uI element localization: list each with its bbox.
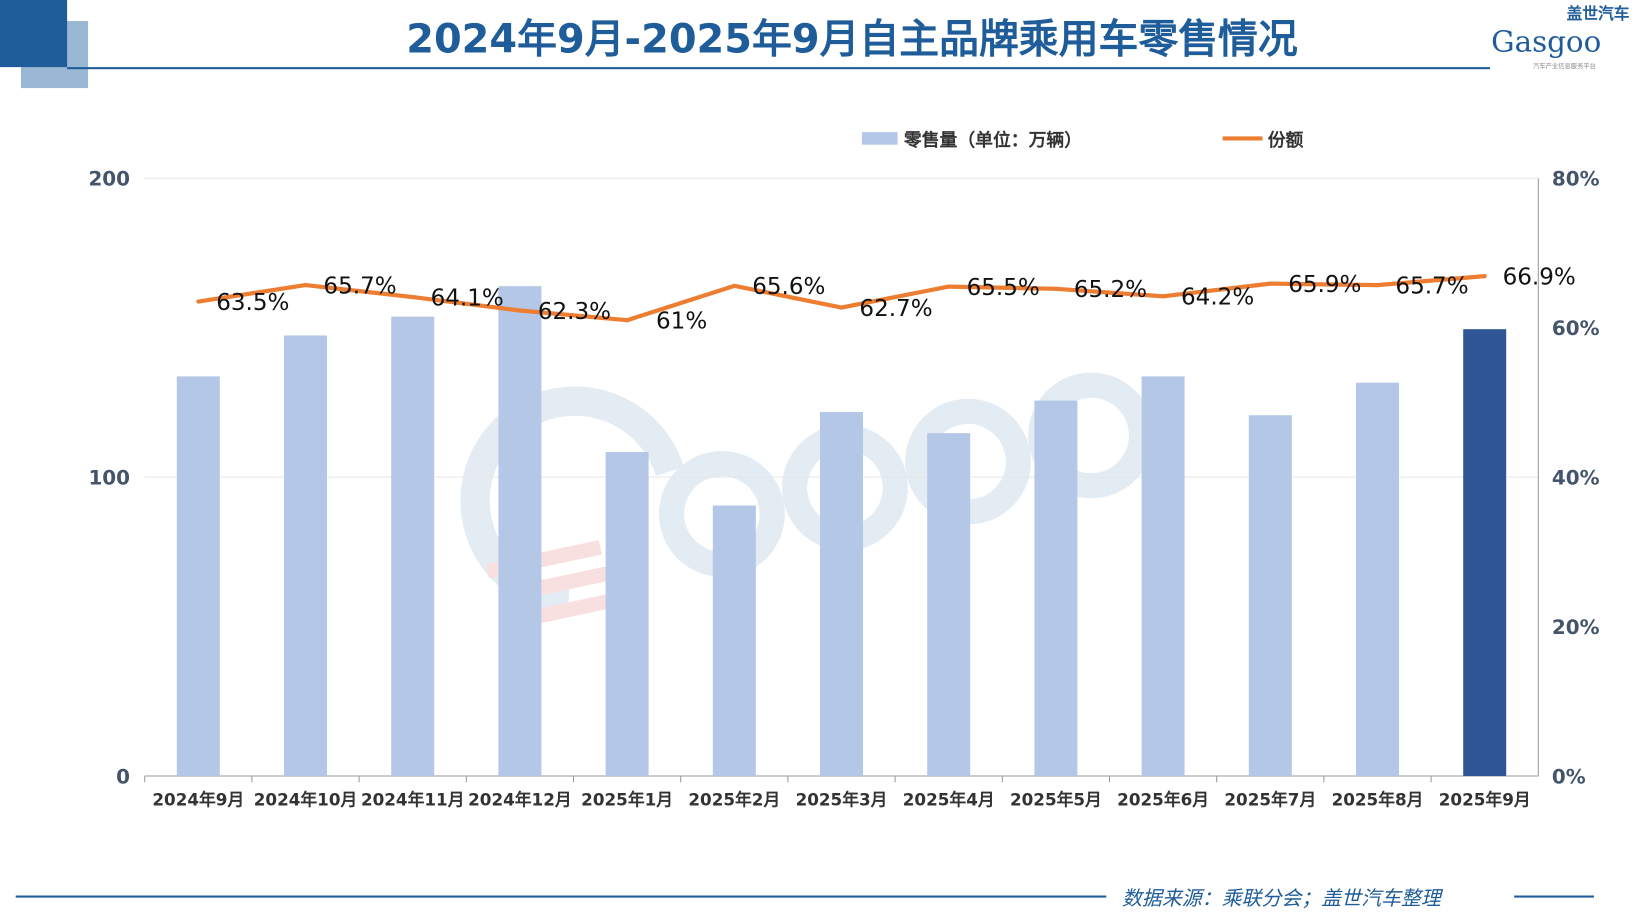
bar	[927, 433, 971, 776]
share-point	[1268, 281, 1273, 286]
x-axis-label: 2025年7月	[1224, 789, 1316, 809]
x-axis-label: 2024年11月	[361, 789, 465, 809]
bar	[712, 505, 756, 776]
x-axis-label: 2025年3月	[796, 789, 888, 809]
share-label: 65.5%	[967, 275, 1040, 301]
bar	[1141, 376, 1185, 776]
bar	[1356, 382, 1399, 776]
x-axis-label: 2024年9月	[152, 789, 244, 809]
share-point	[625, 318, 630, 323]
x-axis-label: 2025年8月	[1332, 789, 1424, 809]
share-label: 66.9%	[1503, 265, 1576, 291]
share-point	[839, 305, 844, 310]
watermark-shape	[905, 398, 1031, 525]
share-label: 65.9%	[1288, 272, 1361, 298]
share-point	[1482, 274, 1487, 279]
bar	[1034, 400, 1078, 776]
share-point	[1161, 294, 1166, 299]
logo-en: Gasgoo	[1491, 24, 1602, 59]
share-label: 61%	[656, 309, 707, 335]
share-point	[946, 284, 951, 289]
share-point	[196, 299, 201, 304]
page-title: 2024年9月-2025年9月自主品牌乘用车零售情况	[406, 15, 1298, 62]
x-axis-label: 2025年5月	[1010, 789, 1102, 809]
right-axis-tick: 80%	[1552, 168, 1600, 191]
logo-tagline: 汽车产业信息服务平台	[1533, 62, 1596, 71]
share-point	[410, 294, 415, 300]
x-axis-label: 2024年10月	[254, 789, 358, 809]
bar	[820, 411, 863, 776]
x-axis-label: 2025年6月	[1117, 789, 1209, 809]
share-label: 65.7%	[323, 273, 396, 299]
share-label: 63.5%	[216, 290, 289, 316]
share-point	[1053, 286, 1058, 291]
right-axis-tick: 20%	[1552, 616, 1600, 639]
share-label: 65.2%	[1074, 277, 1147, 303]
x-axis-label: 2025年9月	[1439, 789, 1531, 809]
x-axis-label: 2025年1月	[581, 789, 673, 809]
x-axis-label: 2025年4月	[903, 789, 995, 809]
share-point	[732, 283, 737, 288]
share-label: 62.7%	[859, 296, 932, 322]
share-label: 62.3%	[538, 299, 611, 325]
share-point	[1375, 283, 1380, 288]
right-axis-tick: 40%	[1552, 466, 1600, 489]
right-axis-tick: 60%	[1552, 317, 1600, 340]
corner-decoration	[0, 0, 68, 68]
left-axis-tick: 0	[116, 765, 130, 788]
logo-cn: 盖世汽车	[1566, 4, 1630, 24]
legend-line-label: 份额	[1268, 129, 1304, 151]
watermark-stripe	[513, 589, 630, 629]
footer-line	[15, 895, 1107, 898]
x-axis-label: 2025年2月	[688, 789, 780, 809]
share-label: 64.1%	[431, 285, 504, 311]
legend-bar-swatch	[861, 132, 898, 145]
share-label: 65.7%	[1395, 273, 1468, 299]
gasgoo-logo: 盖世汽车 Gasgoo 汽车产业信息服务平台	[1491, 4, 1638, 71]
bar	[284, 335, 328, 776]
bar	[498, 286, 542, 776]
share-label: 65.6%	[752, 274, 825, 300]
bar	[605, 452, 649, 776]
bar	[176, 376, 220, 776]
title-underline	[67, 67, 1491, 70]
legend-bar-label: 零售量（单位：万辆）	[903, 129, 1082, 151]
share-label: 64.2%	[1181, 285, 1254, 311]
bar	[391, 316, 435, 776]
right-axis-tick: 0%	[1552, 765, 1586, 788]
bar	[1248, 415, 1292, 776]
share-point	[517, 308, 523, 313]
share-point	[303, 283, 308, 288]
footer-line	[1514, 895, 1594, 898]
left-axis-tick: 200	[88, 168, 130, 191]
x-axis-label: 2024年12月	[468, 789, 572, 809]
bar	[1463, 329, 1507, 776]
source-note: 数据来源：乘联分会；盖世汽车整理	[1122, 887, 1441, 911]
left-axis-tick: 100	[88, 466, 130, 489]
